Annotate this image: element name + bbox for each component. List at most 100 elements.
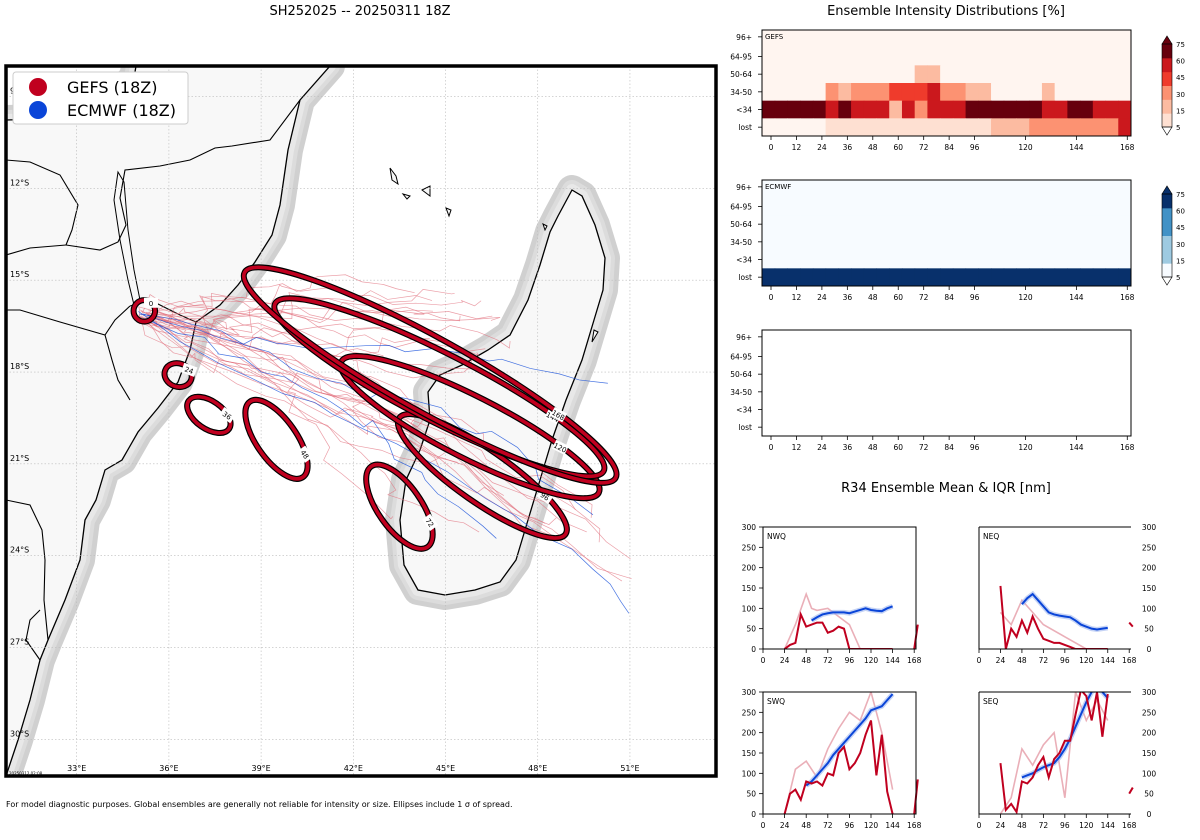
heat-cell [927, 233, 941, 252]
heat-cell [952, 250, 967, 269]
heat-cell [940, 250, 954, 269]
heat-cell [978, 65, 992, 84]
x-tick-label: 120 [1018, 443, 1033, 452]
heat-cell [978, 47, 992, 66]
heat-cell [1054, 83, 1068, 102]
heat-cell [991, 100, 1005, 119]
y-tick-label: 100 [1142, 604, 1157, 613]
y-tick-label: 50 [746, 625, 756, 634]
y-tick-label: 250 [742, 708, 757, 717]
heat-cell [991, 197, 1005, 216]
x-tick-label: 36 [843, 143, 853, 152]
x-tick-label: 72 [1039, 656, 1049, 665]
heat-cell [1041, 197, 1056, 216]
heat-cell [1003, 65, 1017, 84]
footer-note: For model diagnostic purposes. Global en… [6, 800, 513, 809]
heat-cell [838, 30, 852, 49]
heat-cell [876, 118, 890, 137]
heat-cell [876, 30, 890, 49]
heat-cell [1003, 47, 1017, 66]
track-map[interactable]: 024364872961201441689°S12°S15°S18°S21°S2… [4, 64, 718, 778]
heat-cell [1016, 215, 1030, 234]
x-tick-label: 96 [970, 293, 980, 302]
y-tick-label: 150 [1142, 749, 1157, 758]
x-tick-label: 36 [843, 293, 853, 302]
heat-cell [1092, 268, 1107, 287]
heat-cell [787, 47, 801, 66]
y-tick-label: 100 [742, 604, 757, 613]
gefs-track [148, 295, 511, 349]
ecmwf-iqr-band [1020, 590, 1109, 633]
heat-cell [851, 30, 865, 49]
colorbar-top-arrow [1161, 185, 1173, 195]
heat-cell [762, 100, 776, 119]
heat-cell [914, 47, 928, 66]
heat-cell [1105, 100, 1119, 119]
heat-cell [1080, 118, 1094, 137]
heat-cell [863, 83, 878, 102]
x-tick-label: 24 [817, 293, 827, 302]
heat-cell [876, 233, 890, 252]
x-tick-label: 60 [893, 443, 903, 452]
map-legend: GEFS (18Z) ECMWF (18Z) [12, 71, 189, 125]
colorbar-top-arrow [1161, 35, 1173, 45]
x-tick-label: 144 [1069, 293, 1084, 302]
heat-cell [1016, 118, 1030, 137]
lat-label: 27°S [10, 637, 29, 646]
heat-cell [1092, 65, 1107, 84]
heat-cell [927, 65, 941, 84]
colorbar-swatch [1162, 71, 1172, 86]
r34-plot-area [783, 591, 919, 649]
y-tick-label: 0 [1147, 810, 1152, 819]
ellipse-ring [243, 398, 310, 481]
heat-cell [812, 215, 827, 234]
heat-cell [1092, 100, 1107, 119]
heat-cell [762, 233, 776, 252]
r34-panel-seq: SEQ 0 50 100 150 200 250 300 0 24 48 72 96 120 144 168 [977, 688, 1157, 830]
heat-cell [876, 268, 890, 287]
heat-cell [762, 180, 776, 199]
heat-cell [901, 268, 916, 287]
heat-cell [978, 83, 992, 102]
ellipse-label-bg [218, 407, 236, 424]
gefs-track [149, 317, 546, 524]
heat-cell [812, 268, 827, 287]
heat-cell [965, 215, 979, 234]
colorbar-swatch [1162, 194, 1172, 209]
heat-cell [927, 268, 941, 287]
heat-cell [1067, 250, 1081, 269]
heat-cell [952, 65, 967, 84]
ellipse-label-bg [422, 513, 439, 532]
heat-cell [952, 268, 967, 287]
heat-cell [1118, 233, 1132, 252]
colorbar-swatch [1162, 263, 1172, 278]
colorbar-frame [1161, 43, 1173, 128]
heat-cell [1003, 215, 1017, 234]
gefs-track [149, 318, 623, 582]
heat-cell [787, 100, 801, 119]
x-tick-label: 12 [792, 143, 802, 152]
lon-label: 39°E [251, 764, 270, 773]
panel-frame [761, 29, 1132, 137]
r34-panel-nwq: NWQ 0 50 100 150 200 250 300 0 24 48 72 96 120 144 168 [742, 523, 922, 665]
ellipse-label-bg [143, 297, 158, 308]
heat-cell [812, 100, 827, 119]
heat-cell [901, 83, 916, 102]
heat-cell [1003, 83, 1017, 102]
ellipse-ring [364, 462, 435, 551]
heat-cell [762, 268, 776, 287]
heat-cell [863, 233, 878, 252]
heat-cell [1029, 65, 1043, 84]
heat-cell [851, 180, 865, 199]
intensity-panels: GEFS 96+ 64-95 50-64 34-50 <34 lost 0 12 24 36 48 60… [730, 29, 1185, 452]
colorbar-tick-label: 75 [1176, 41, 1185, 49]
heat-cell [1054, 197, 1068, 216]
heat-cell [851, 47, 865, 66]
heat-cell [1105, 30, 1119, 49]
colorbar-bottom-arrow [1161, 126, 1173, 136]
heat-cell [1029, 180, 1043, 199]
gefs-track [141, 322, 632, 580]
row-label: <34 [736, 256, 752, 265]
heat-cell [1105, 197, 1119, 216]
heat-cell [851, 65, 865, 84]
